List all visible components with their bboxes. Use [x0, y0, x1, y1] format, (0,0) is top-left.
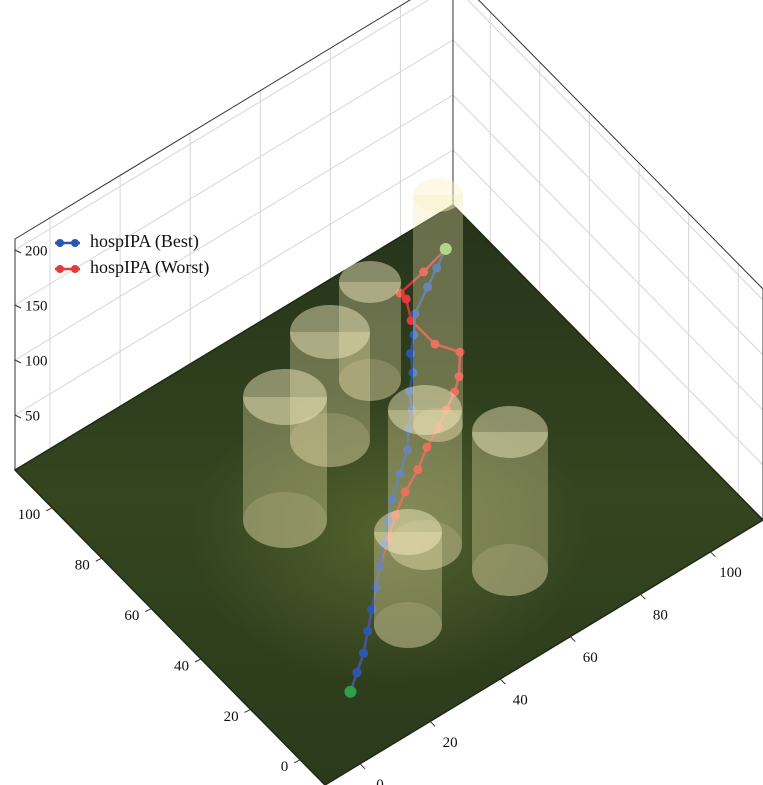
z-tick-label: 150 — [25, 298, 48, 314]
tick-mark — [96, 558, 102, 561]
obstacle-top — [472, 406, 548, 458]
legend-marker — [71, 265, 79, 273]
tick-mark — [46, 508, 52, 511]
obstacle-top — [374, 509, 442, 555]
x-tick-label: 0 — [281, 759, 289, 775]
tick-mark — [195, 659, 201, 662]
x-tick-label: 80 — [75, 558, 90, 574]
obstacle-top — [243, 369, 327, 425]
legend-label: hospIPA (Worst) — [90, 257, 209, 278]
legend-label: hospIPA (Best) — [90, 231, 199, 252]
obstacle-top — [339, 261, 401, 303]
obstacle-top — [388, 385, 462, 435]
x-tick-label: 100 — [18, 507, 41, 523]
start-point — [344, 686, 356, 698]
tick-mark — [145, 609, 151, 612]
tick-mark — [360, 764, 365, 769]
tick-mark — [430, 721, 435, 726]
z-tick-label: 200 — [25, 243, 48, 259]
tick-mark — [640, 594, 645, 599]
y-tick-label: 20 — [443, 735, 458, 751]
y-tick-label: 100 — [719, 565, 742, 581]
legend-marker — [71, 239, 79, 247]
tick-mark — [245, 709, 251, 712]
tick-mark — [570, 637, 575, 642]
tick-mark — [294, 760, 300, 763]
obstacle-top — [413, 178, 463, 212]
z-tick-label: 50 — [25, 408, 40, 424]
tick-mark — [710, 552, 715, 557]
x-tick-label: 20 — [224, 709, 239, 725]
chart: 0 20 40 60 80 100 0 20 40 60 80 100 50 100 150 200 hosp… — [0, 0, 763, 785]
path-point — [353, 668, 362, 677]
tick-mark — [500, 679, 505, 684]
path-point — [359, 649, 368, 658]
y-tick-label: 0 — [376, 777, 384, 785]
legend-marker — [56, 265, 64, 273]
path-point — [363, 627, 372, 636]
obstacle-top — [290, 305, 370, 359]
legend-marker — [56, 239, 64, 247]
page: {"chart_data": {"type": "line3d", "serie… — [0, 0, 763, 785]
y-tick-label: 60 — [583, 650, 598, 666]
x-tick-label: 40 — [174, 658, 189, 674]
z-tick-label: 100 — [25, 353, 48, 369]
y-tick-label: 40 — [513, 692, 528, 708]
x-tick-label: 60 — [124, 608, 139, 624]
y-tick-label: 80 — [653, 608, 668, 624]
